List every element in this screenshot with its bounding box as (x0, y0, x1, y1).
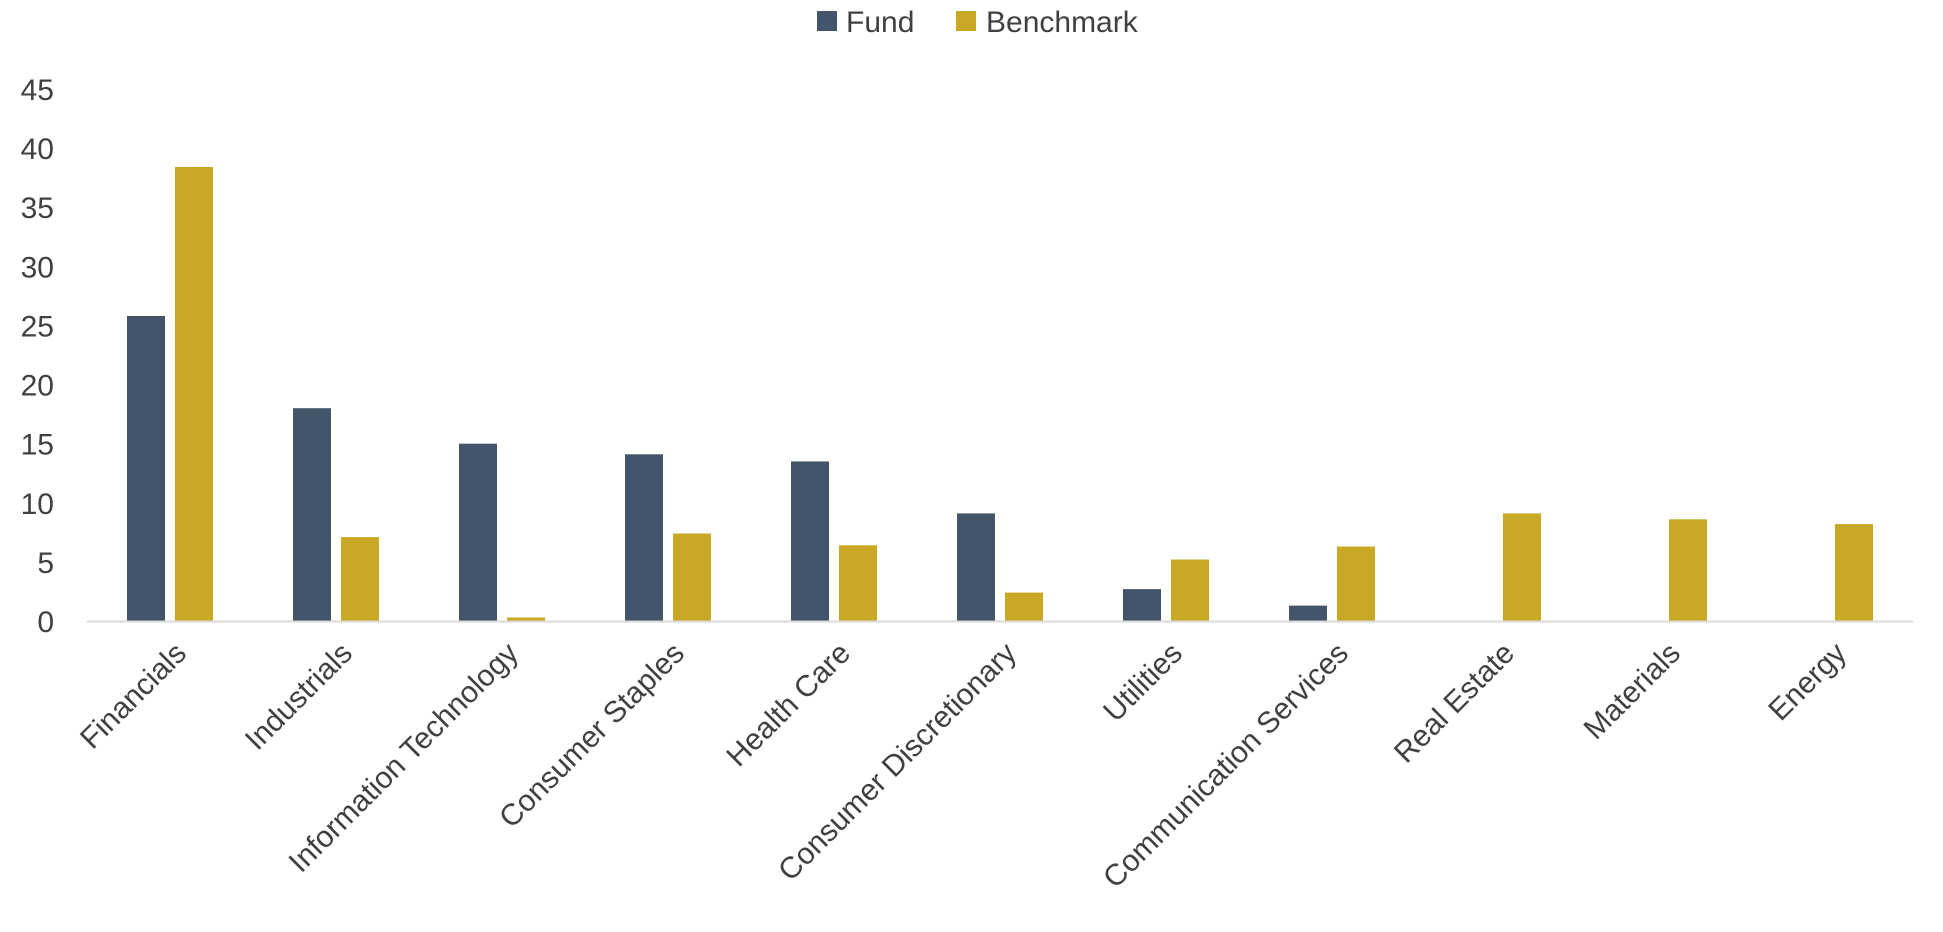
y-tick-label: 45 (21, 74, 54, 107)
bar-benchmark-information-technology (507, 617, 545, 621)
legend-label-benchmark: Benchmark (986, 6, 1139, 39)
legend-label-fund: Fund (846, 6, 914, 39)
bar-fund-industrials (293, 408, 331, 621)
bar-fund-utilities (1123, 589, 1161, 621)
x-tick-label: Consumer Staples (493, 637, 691, 835)
bar-benchmark-industrials (341, 537, 379, 621)
bars (127, 167, 1873, 621)
bar-fund-consumer-staples (625, 454, 663, 621)
bar-benchmark-communication-services (1337, 546, 1375, 621)
legend-swatch-benchmark (956, 11, 976, 31)
bar-benchmark-consumer-staples (673, 533, 711, 621)
y-tick-label: 35 (21, 192, 54, 225)
y-tick-label: 40 (21, 133, 54, 166)
x-tick-label: Energy (1762, 637, 1853, 728)
x-tick-label: Financials (74, 637, 193, 756)
legend-swatch-fund (817, 11, 837, 31)
x-tick-label: Real Estate (1388, 637, 1521, 770)
x-tick-label: Materials (1578, 637, 1687, 746)
y-tick-label: 0 (37, 606, 54, 639)
bar-benchmark-health-care (839, 545, 877, 621)
bar-fund-health-care (791, 461, 829, 621)
bar-benchmark-financials (175, 167, 213, 621)
x-tick-label: Industrials (239, 637, 359, 757)
y-tick-label: 15 (21, 429, 54, 462)
bar-benchmark-energy (1835, 524, 1873, 621)
bar-fund-information-technology (459, 443, 497, 621)
bar-fund-financials (127, 316, 165, 621)
x-tick-label: Health Care (720, 637, 857, 774)
y-tick-label: 30 (21, 251, 54, 284)
bar-benchmark-utilities (1171, 559, 1209, 621)
x-tick-label: Utilities (1097, 637, 1189, 729)
bar-benchmark-consumer-discretionary (1005, 592, 1043, 621)
legend: Fund Benchmark (817, 6, 1139, 39)
bar-fund-consumer-discretionary (957, 513, 995, 621)
y-tick-label: 25 (21, 310, 54, 343)
y-tick-label: 5 (37, 547, 54, 580)
y-tick-label: 10 (21, 488, 54, 521)
bar-benchmark-real-estate (1503, 513, 1541, 621)
bar-fund-communication-services (1289, 605, 1327, 621)
y-tick-label: 20 (21, 370, 54, 403)
bar-benchmark-materials (1669, 519, 1707, 621)
y-axis: 0 5 10 15 20 25 30 35 40 45 (21, 74, 54, 639)
